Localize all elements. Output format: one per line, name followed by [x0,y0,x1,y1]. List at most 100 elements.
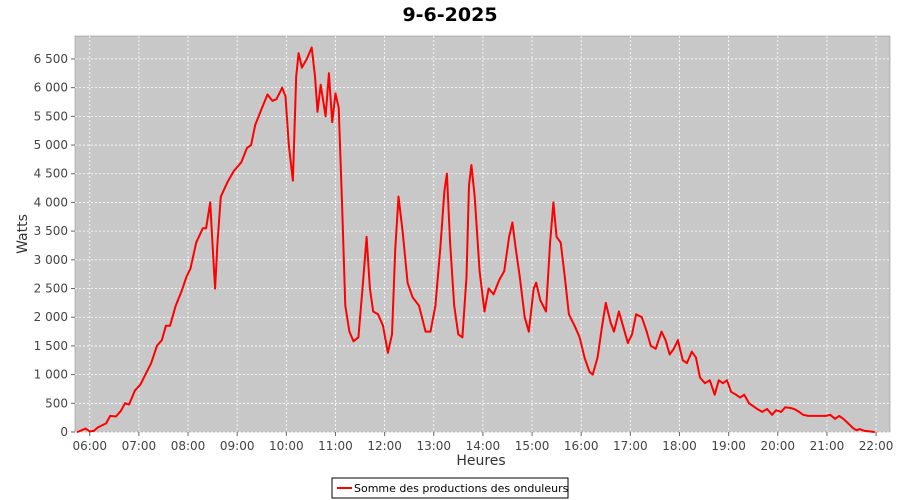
data-point [357,336,360,339]
data-point [645,330,648,333]
data-point [518,276,521,278]
data-point [468,184,470,187]
data-point [128,403,131,406]
data-point [635,313,637,316]
data-point [246,147,248,149]
data-point [583,356,586,359]
data-point [352,340,355,343]
data-point [523,316,526,319]
data-point [406,281,409,284]
data-point [449,241,451,244]
data-point [775,409,777,412]
data-point [855,429,858,432]
data-point [369,287,371,290]
data-point [498,279,501,281]
data-point [201,227,204,230]
data-point [722,382,724,385]
data-point [314,75,316,78]
data-point [284,95,287,98]
data-point [563,276,566,278]
y-axis-label: Watts [15,214,31,254]
x-tick-label: 16:00 [564,439,599,453]
data-point [660,330,663,333]
data-point [686,362,688,364]
x-tick-label: 19:00 [711,439,746,453]
data-point [124,402,126,405]
data-point [260,109,262,112]
y-tick-label: 4 500 [34,167,68,181]
x-tick-label: 11:00 [318,439,353,453]
data-point [233,170,235,172]
data-point [851,426,854,429]
data-point [677,339,679,342]
y-tick-label: 3 500 [34,224,68,238]
data-point [664,339,667,342]
data-point [144,373,147,376]
data-point [622,327,625,330]
data-point [205,227,208,230]
data-point [730,390,732,393]
data-point [780,411,782,413]
y-tick-label: 2 500 [34,282,68,296]
x-tick-label: 12:00 [367,439,402,453]
y-tick-label: 2 000 [34,310,68,324]
legend: Somme des productions des onduleurs [331,477,569,499]
data-point [820,415,823,417]
data-point [465,276,468,278]
data-point [76,431,79,433]
data-point [88,430,91,433]
data-point [695,356,697,359]
x-tick-label: 18:00 [662,439,697,453]
x-tick-label: 17:00 [613,439,648,453]
data-point [120,409,122,412]
data-point [483,310,486,313]
data-point [527,330,530,333]
data-point [84,427,87,430]
data-point [588,370,591,373]
data-point [699,376,701,379]
data-point [394,247,397,250]
data-point [568,313,570,316]
data-point [748,402,750,405]
data-point [105,422,107,425]
data-point [604,302,607,304]
data-point [295,75,298,78]
data-points [76,46,876,433]
data-point [195,241,198,244]
data-point [115,415,117,418]
data-point [281,86,284,89]
data-point [503,270,506,273]
data-point [411,296,414,298]
data-point [761,411,764,413]
data-point [174,304,177,307]
data-point [297,52,300,55]
data-point [457,333,460,336]
data-point [532,287,535,290]
data-point [631,333,633,336]
data-point [668,353,671,356]
y-tick-label: 500 [45,396,68,410]
data-point [708,379,711,382]
y-tick-label: 5 500 [34,109,68,123]
data-point [150,362,153,364]
data-point [214,287,217,290]
data-point [133,389,136,392]
data-point [250,144,253,146]
data-point [372,310,375,313]
data-point [334,92,337,95]
y-axis: 0 500 1 000 1 500 2 000 2 500 3 000 3 500 4 000 4… [34,52,75,439]
data-point [739,396,741,399]
x-tick-label: 09:00 [220,439,255,453]
data-point [766,408,768,410]
data-point [873,431,876,433]
y-tick-label: 5 000 [34,138,68,152]
data-point [292,179,294,182]
data-point [545,310,547,313]
data-point [470,164,473,167]
x-tick-label: 13:00 [416,439,451,453]
data-point [863,430,866,432]
data-point [492,293,495,296]
data-point [331,121,334,123]
data-point [609,322,612,324]
